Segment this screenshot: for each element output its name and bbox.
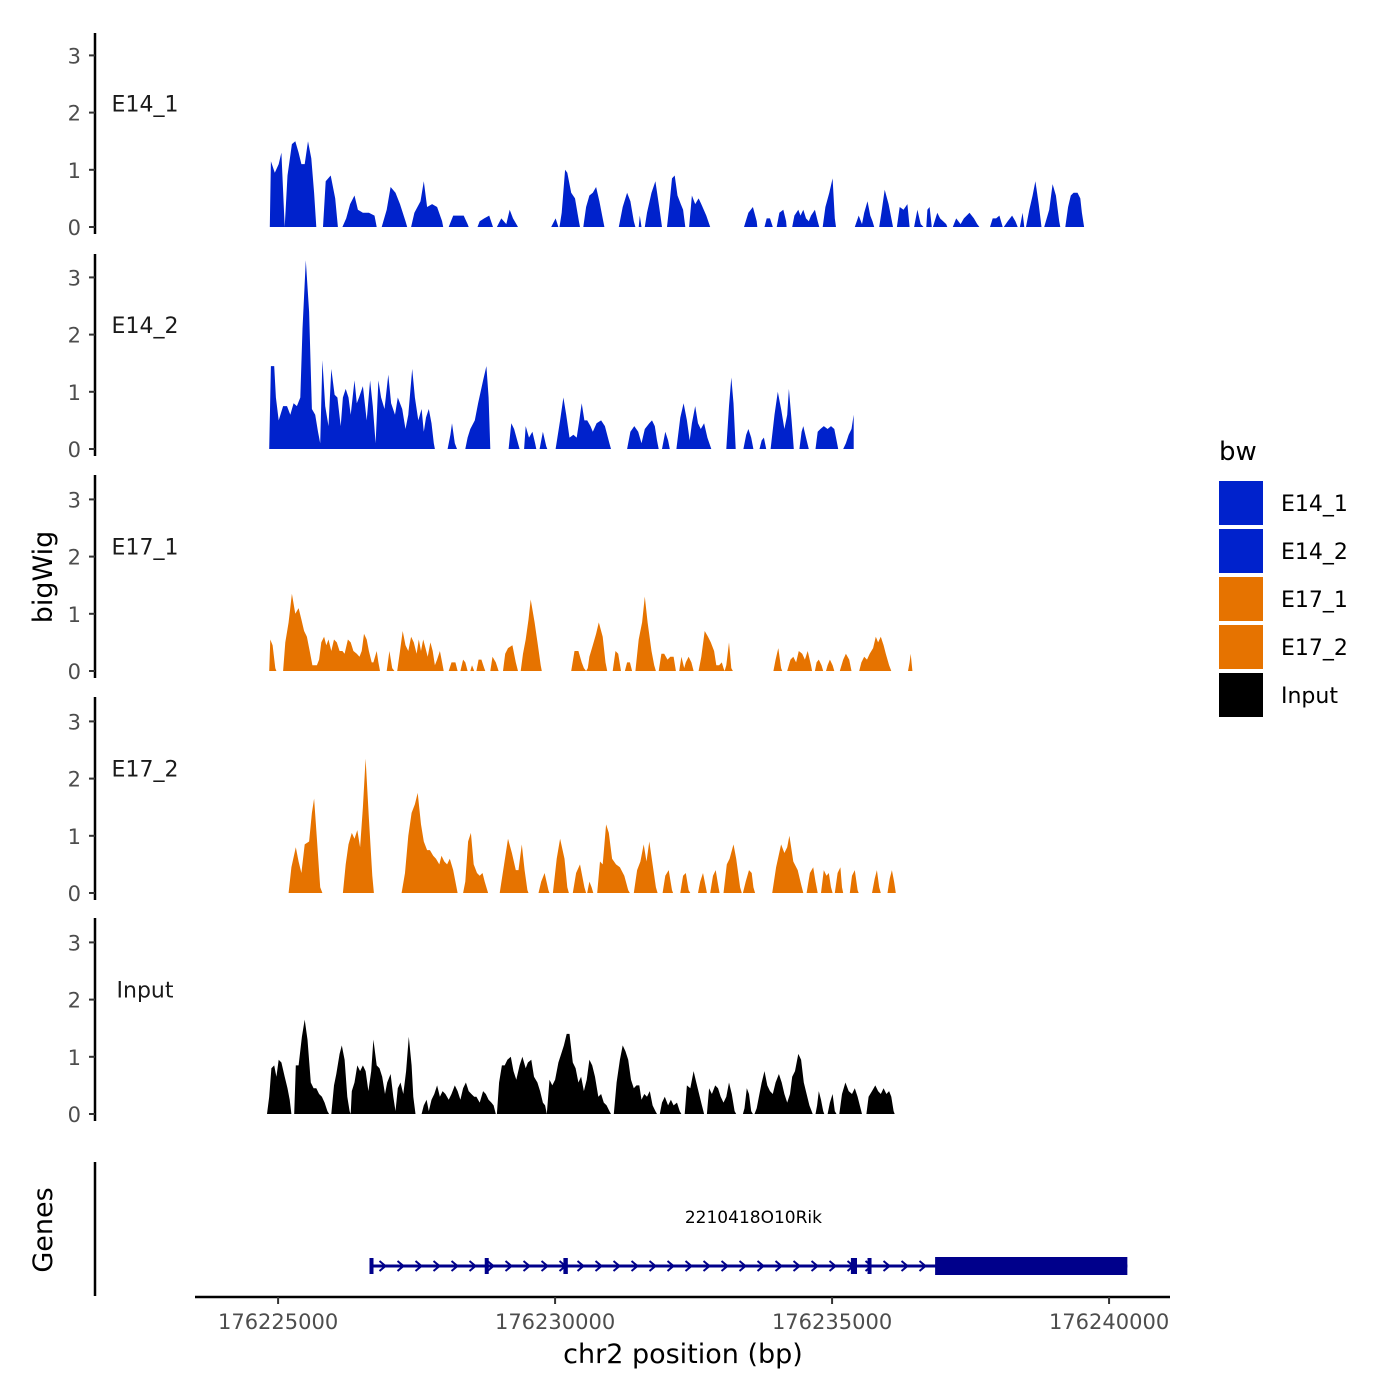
y-tick-label: 1 (68, 1046, 81, 1070)
strand-arrow (576, 1260, 586, 1272)
legend-label: E14_2 (1281, 540, 1348, 565)
strand-arrow (774, 1260, 784, 1272)
legend: bw E14_1 E14_2 E17_1 E17_2 Input (1219, 437, 1348, 717)
x-tick-label: 176225000 (218, 1310, 338, 1334)
y-tick-label: 2 (68, 324, 81, 348)
y-tick-label: 0 (68, 438, 81, 462)
strand-arrow (900, 1260, 910, 1272)
gene-exon (369, 1258, 374, 1274)
y-tick-label: 2 (68, 546, 81, 570)
track-e14-2: 0 1 2 3 E14_2 (68, 254, 854, 462)
y-tick-label: 1 (68, 603, 81, 627)
strand-arrow (414, 1260, 424, 1272)
strand-arrow (702, 1260, 712, 1272)
strand-arrow (450, 1260, 460, 1272)
y-tick-label: 3 (68, 44, 81, 68)
legend-swatch (1219, 481, 1263, 525)
y-tick-label: 3 (68, 266, 81, 290)
strand-arrow (504, 1260, 514, 1272)
strand-arrow (918, 1260, 928, 1272)
legend-title: bw (1219, 437, 1257, 467)
strand-arrow (720, 1260, 730, 1272)
strand-arrow (648, 1260, 658, 1272)
x-tick-label: 176230000 (495, 1310, 615, 1334)
legend-swatch (1219, 577, 1263, 621)
legend-label: E14_1 (1281, 492, 1348, 517)
strand-arrow (378, 1260, 388, 1272)
strand-arrow (594, 1260, 604, 1272)
y-tick-label: 3 (68, 710, 81, 734)
track-label: E14_1 (112, 93, 179, 118)
y-tick-label: 2 (68, 768, 81, 792)
strand-arrow (432, 1260, 442, 1272)
coverage-area (269, 260, 854, 449)
gene-exon (563, 1258, 568, 1274)
track-e14-1: 0 1 2 3 E14_1 (68, 33, 1085, 240)
x-axis-title: chr2 position (bp) (563, 1339, 803, 1370)
coverage-area (269, 141, 1085, 227)
y-tick-label: 3 (68, 488, 81, 512)
track-e17-2: 0 1 2 3 E17_2 (68, 697, 896, 906)
x-tick-label: 176235000 (772, 1310, 892, 1334)
strand-arrow (756, 1260, 766, 1272)
track-label: Input (117, 979, 174, 1004)
strand-arrow (738, 1260, 748, 1272)
coverage-area (267, 1019, 895, 1114)
y-tick-label: 1 (68, 825, 81, 849)
gene-exon (484, 1258, 489, 1274)
strand-arrow (468, 1260, 478, 1272)
legend-swatch (1219, 529, 1263, 573)
y-tick-label: 2 (68, 102, 81, 126)
y-tick-label: 3 (68, 931, 81, 955)
coverage-area (288, 758, 896, 893)
track-input: 0 1 2 3 Input (68, 918, 895, 1127)
coverage-area (269, 593, 913, 671)
y-axis-title: bigWig (28, 531, 59, 624)
strand-arrow (666, 1260, 676, 1272)
strand-arrow (684, 1260, 694, 1272)
track-label: E17_1 (112, 536, 179, 561)
gene-exon (935, 1257, 1128, 1275)
legend-label: E17_2 (1281, 636, 1348, 661)
x-axis: 176225000 176230000 176235000 176240000 (195, 1295, 1170, 1334)
legend-swatch (1219, 673, 1263, 717)
strand-arrow (396, 1260, 406, 1272)
legend-label: E17_1 (1281, 588, 1348, 613)
strand-arrow (486, 1260, 496, 1272)
legend-label: Input (1281, 684, 1338, 709)
track-label: E14_2 (112, 314, 179, 339)
x-tick-label: 176240000 (1049, 1310, 1169, 1334)
y-tick-label: 0 (68, 216, 81, 240)
gene-exon (850, 1258, 858, 1274)
gene-panel-title: Genes (28, 1187, 59, 1272)
strand-arrow (828, 1260, 838, 1272)
y-tick-label: 1 (68, 159, 81, 183)
strand-arrow (882, 1260, 892, 1272)
strand-arrow (792, 1260, 802, 1272)
y-tick-label: 1 (68, 381, 81, 405)
strand-arrow (810, 1260, 820, 1272)
y-tick-label: 0 (68, 1103, 81, 1127)
y-tick-label: 0 (68, 660, 81, 684)
track-label: E17_2 (112, 758, 179, 783)
strand-arrow (630, 1260, 640, 1272)
strand-arrow (612, 1260, 622, 1272)
track-panels: 0 1 2 3 E14_1 0 1 2 3 E14_2 0 1 2 3 E17_1 0 1 2 3 E17_2 0 1 2 3… (68, 33, 1085, 1127)
gene-name-label: 2210418O10Rik (685, 1208, 822, 1228)
strand-arrow (522, 1260, 532, 1272)
gene-panel: 2210418O10Rik (93, 1162, 1128, 1296)
strand-arrow (540, 1260, 550, 1272)
legend-swatch (1219, 625, 1263, 669)
track-e17-1: 0 1 2 3 E17_1 (68, 475, 913, 684)
y-tick-label: 2 (68, 989, 81, 1013)
y-tick-label: 0 (68, 882, 81, 906)
gene-exon (867, 1258, 872, 1274)
